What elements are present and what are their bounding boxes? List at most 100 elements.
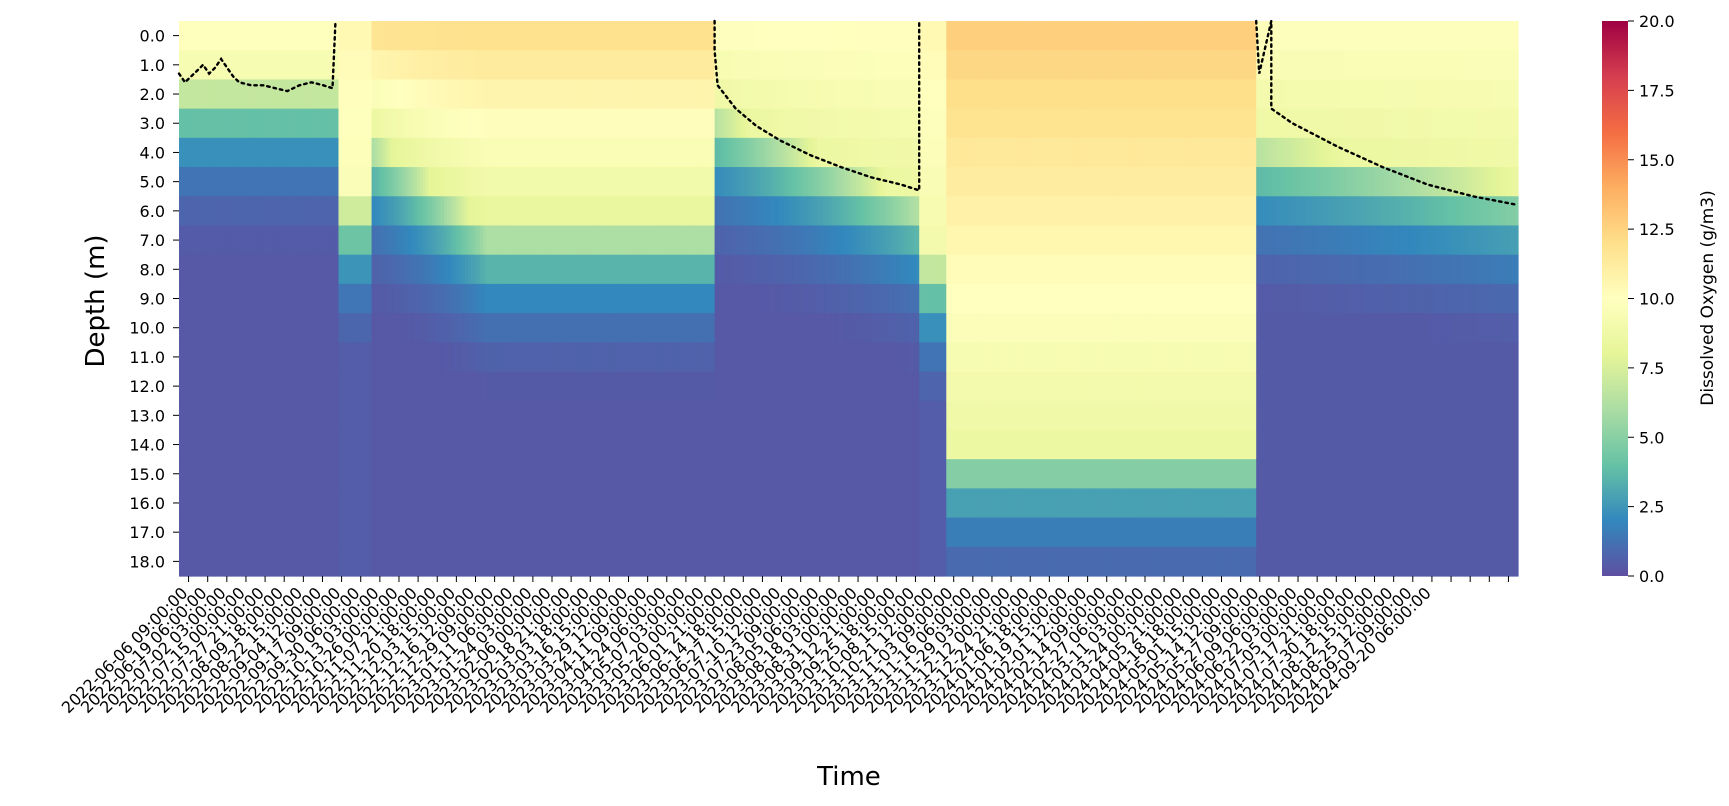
heatmap-cell <box>639 196 643 227</box>
heatmap-cell <box>675 313 680 343</box>
heatmap-cell <box>729 137 734 168</box>
heatmap-cell <box>555 283 559 314</box>
heatmap-cell <box>326 137 331 168</box>
heatmap-cell <box>777 254 782 285</box>
heatmap-cell <box>636 517 640 548</box>
heatmap-cell <box>488 50 493 81</box>
heatmap-cell <box>555 79 559 110</box>
heatmap-cell <box>473 108 478 139</box>
heatmap-cell <box>693 79 698 110</box>
heatmap-cell <box>335 50 340 81</box>
heatmap-cell <box>224 167 228 197</box>
heatmap-cell <box>197 50 201 81</box>
heatmap-cell <box>506 371 511 402</box>
heatmap-cell <box>843 400 848 431</box>
heatmap-cell <box>555 371 559 402</box>
heatmap-cell <box>795 459 800 489</box>
heatmap-cell <box>642 459 646 489</box>
heatmap-cell <box>564 459 568 489</box>
heatmap-cell <box>299 546 303 577</box>
heatmap-cell <box>750 546 755 577</box>
heatmap-cell <box>503 371 508 402</box>
heatmap-cell <box>440 400 445 431</box>
heatmap-cell <box>693 342 698 373</box>
heatmap-cell <box>678 196 683 227</box>
heatmap-cell <box>654 517 659 548</box>
heatmap-cell <box>889 342 893 373</box>
heatmap-cell <box>251 225 255 256</box>
heatmap-cell <box>744 459 749 489</box>
heatmap-cell <box>488 196 493 227</box>
heatmap-cell <box>847 79 851 110</box>
heatmap-cell <box>407 167 412 197</box>
heatmap-cell <box>350 488 355 519</box>
heatmap-cell <box>678 546 683 577</box>
heatmap-cell <box>705 313 710 343</box>
heatmap-cell <box>263 225 267 256</box>
heatmap-cell <box>449 108 454 139</box>
heatmap-cell <box>191 459 195 489</box>
heatmap-cell <box>621 488 625 519</box>
heatmap-cell <box>552 167 556 197</box>
heatmap-cell <box>290 313 294 343</box>
heatmap-cell <box>804 342 809 373</box>
heatmap-cell <box>380 371 385 402</box>
heatmap-cell <box>853 313 857 343</box>
heatmap-cell <box>434 342 439 373</box>
heatmap-cell <box>913 50 917 81</box>
heatmap-cell <box>305 313 309 343</box>
heatmap-cell <box>335 196 340 227</box>
heatmap-cell <box>750 21 755 51</box>
heatmap-cell <box>353 137 358 168</box>
heatmap-cell <box>705 167 710 197</box>
heatmap-cell <box>224 283 228 314</box>
heatmap-cell <box>543 400 547 431</box>
heatmap-cell <box>558 517 562 548</box>
heatmap-cell <box>509 313 514 343</box>
heatmap-cell <box>576 400 580 431</box>
heatmap-cell <box>206 254 210 285</box>
heatmap-cell <box>618 429 622 460</box>
heatmap-cell <box>955 108 959 139</box>
heatmap-cell <box>937 21 941 51</box>
heatmap-cell <box>401 50 406 81</box>
heatmap-cell <box>570 196 574 227</box>
heatmap-cell <box>522 429 526 460</box>
heatmap-cell <box>907 225 911 256</box>
heatmap-cell <box>690 488 695 519</box>
heatmap-cell <box>491 225 496 256</box>
heatmap-cell <box>910 79 914 110</box>
heatmap-cell <box>269 342 273 373</box>
heatmap-cell <box>600 254 604 285</box>
heatmap-cell <box>449 137 454 168</box>
heatmap-cell <box>353 313 358 343</box>
heatmap-cell <box>765 313 770 343</box>
heatmap-cell <box>579 342 583 373</box>
heatmap-cell <box>197 517 201 548</box>
heatmap-cell <box>753 254 758 285</box>
heatmap-cell <box>609 21 613 51</box>
heatmap-cell <box>819 313 824 343</box>
heatmap-cell <box>708 400 713 431</box>
heatmap-cell <box>278 429 282 460</box>
heatmap-cell <box>961 283 965 314</box>
heatmap-cell <box>519 225 523 256</box>
heatmap-cell <box>859 167 863 197</box>
heatmap-cell <box>871 225 875 256</box>
heatmap-cell <box>774 488 779 519</box>
heatmap-cell <box>711 50 716 81</box>
heatmap-cell <box>582 546 586 577</box>
heatmap-cell <box>964 313 968 343</box>
heatmap-cell <box>230 517 234 548</box>
heatmap-cell <box>386 429 391 460</box>
heatmap-cell <box>696 21 701 51</box>
heatmap-cell <box>365 21 370 51</box>
heatmap-cell <box>386 167 391 197</box>
heatmap-cell <box>768 21 773 51</box>
heatmap-cell <box>678 254 683 285</box>
heatmap-cell <box>684 50 689 81</box>
heatmap-cell <box>913 137 917 168</box>
heatmap-cell <box>488 429 493 460</box>
heatmap-cell <box>964 79 968 110</box>
heatmap-cell <box>467 225 472 256</box>
